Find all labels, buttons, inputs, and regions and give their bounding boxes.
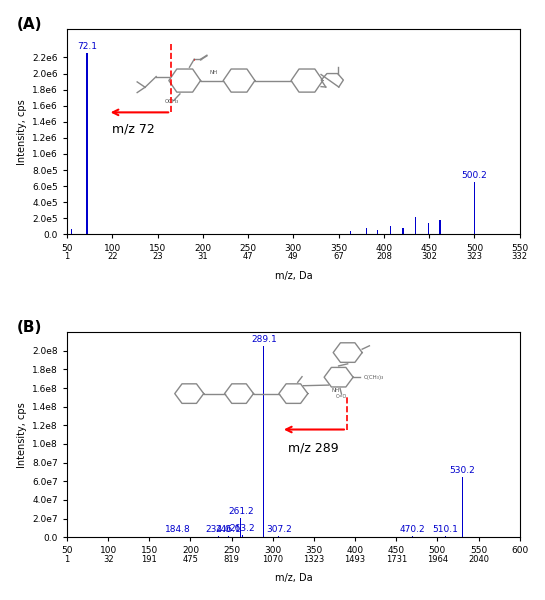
Bar [390,226,391,235]
X-axis label: m/z, Da: m/z, Da [275,574,312,583]
Bar [439,220,441,235]
Text: 1964: 1964 [427,554,448,563]
Text: 261.2: 261.2 [228,507,253,516]
Bar [412,536,414,537]
Bar [263,346,264,537]
Text: 47: 47 [243,252,253,261]
Text: 184.8: 184.8 [165,526,191,535]
Text: 475: 475 [183,554,198,563]
Text: 263.2: 263.2 [229,524,255,533]
Text: 530.2: 530.2 [450,466,475,475]
Bar [242,535,243,537]
Text: 23: 23 [152,252,163,261]
Text: 49: 49 [288,252,299,261]
Text: m/z 72: m/z 72 [112,122,155,136]
Text: 307.2: 307.2 [266,524,292,533]
Bar [474,182,475,235]
Text: 1493: 1493 [344,554,366,563]
Text: (B): (B) [17,320,43,335]
Bar [240,518,241,537]
Text: 31: 31 [197,252,208,261]
Text: 22: 22 [107,252,118,261]
Text: 32: 32 [103,554,113,563]
Bar [462,476,463,537]
Bar [350,231,351,235]
Text: NH: NH [209,70,217,75]
Text: 2040: 2040 [468,554,489,563]
Text: 72.1: 72.1 [77,41,97,50]
Text: 1070: 1070 [262,554,283,563]
Text: 470.2: 470.2 [400,525,426,534]
Bar [228,536,229,537]
Text: C(CH₃)₃: C(CH₃)₃ [364,374,384,380]
Text: 332: 332 [512,252,528,261]
Text: 1: 1 [64,252,70,261]
Text: (A): (A) [17,17,43,32]
Text: 234.0: 234.0 [205,525,231,534]
Text: 510.1: 510.1 [433,524,459,533]
Text: C=O: C=O [336,394,347,398]
Text: 246.1: 246.1 [216,524,241,533]
Bar [377,230,378,235]
Bar [177,536,179,537]
Text: 1323: 1323 [304,554,325,563]
Text: 302: 302 [421,252,437,261]
Text: 191: 191 [142,554,157,563]
Bar [278,536,280,537]
Text: OCH₃: OCH₃ [165,99,179,104]
Bar [445,536,446,537]
Text: 500.2: 500.2 [462,171,487,180]
X-axis label: m/z, Da: m/z, Da [275,271,312,281]
Bar [428,223,429,235]
Text: 208: 208 [376,252,392,261]
Text: NH: NH [331,388,340,393]
Text: 289.1: 289.1 [251,335,277,344]
Bar [71,229,72,235]
Text: 1731: 1731 [386,554,407,563]
Bar [340,233,341,235]
Text: 1: 1 [64,554,70,563]
Bar [402,229,404,235]
Text: m/z 289: m/z 289 [288,442,338,455]
Y-axis label: Intensity, cps: Intensity, cps [17,99,27,165]
Bar [415,217,416,235]
Text: 819: 819 [223,554,240,563]
Bar [86,53,88,235]
Bar [366,228,367,235]
Y-axis label: Intensity, cps: Intensity, cps [17,402,27,467]
Bar [218,536,219,537]
Text: 323: 323 [467,252,482,261]
Text: 67: 67 [333,252,344,261]
